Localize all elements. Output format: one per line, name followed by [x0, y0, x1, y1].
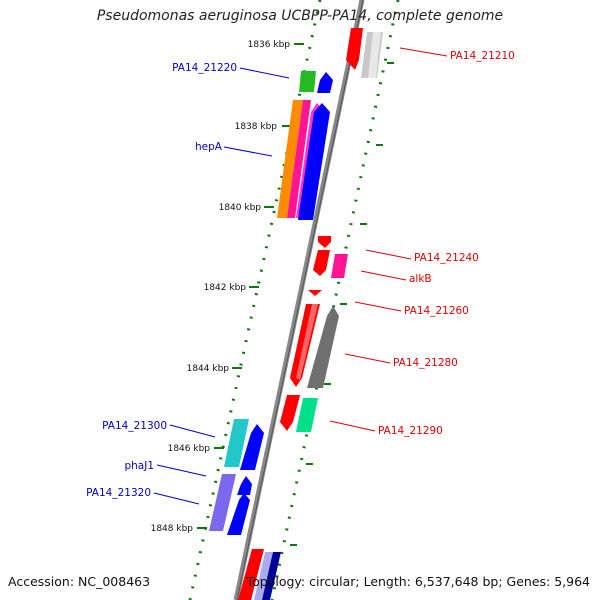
gene-label[interactable]: PA14_21210 [450, 50, 515, 62]
gene-arrow [331, 254, 348, 278]
topology-text: Topology: circular; Length: 6,537,648 bp… [246, 574, 590, 589]
genome-axis-shadow [236, 0, 364, 600]
gene-arrow [296, 398, 318, 432]
gene-arrow [299, 71, 316, 92]
gene-label[interactable]: PA14_21280 [393, 357, 458, 369]
accession-text: Accession: NC_008463 [8, 574, 151, 589]
gene-label[interactable]: phaJ1 [124, 460, 154, 472]
gene-arrow [313, 250, 330, 276]
leader-line [223, 146, 273, 157]
gene-arrow [209, 474, 236, 531]
gene-arrow [298, 103, 330, 220]
gene-arrow [254, 552, 273, 600]
gene-arrow [237, 476, 252, 495]
gene-arrow [224, 419, 249, 467]
gene-labels-left: PA14_21220 hepA PA14_21300 phaJ1 PA14_21… [86, 62, 237, 499]
gene-arrow [280, 395, 300, 431]
gene-arrow [368, 32, 381, 78]
gene-arrow [307, 306, 339, 388]
gene-arrow [227, 493, 250, 535]
scale-label: 1836 kbp [248, 40, 291, 50]
gene-arrow [317, 72, 333, 93]
leader-line [329, 420, 376, 432]
gene-features [209, 28, 383, 600]
gene-label[interactable]: hepA [195, 141, 223, 153]
gene-label[interactable]: PA14_21260 [404, 305, 469, 317]
genome-title: Pseudomonas aeruginosa UCBPP-PA14, compl… [96, 8, 504, 24]
gene-arrow [238, 549, 264, 600]
scale-ticks: 1836 kbp 1838 kbp 1840 kbp 1842 kbp 1844… [151, 40, 394, 546]
leader-line [354, 301, 402, 312]
gene-arrow [277, 100, 303, 218]
leader-line [344, 353, 391, 364]
leader-line [360, 270, 407, 281]
leader-line [399, 47, 448, 57]
gene-label[interactable]: PA14_21290 [378, 425, 443, 437]
scale-label: 1840 kbp [219, 203, 262, 213]
gene-labels-right: PA14_21210 PA14_21240 alkB PA14_21260 PA… [378, 50, 515, 437]
gene-arrow [287, 100, 311, 218]
scale-label: 1842 kbp [204, 283, 247, 293]
scale-label: 1838 kbp [235, 122, 278, 132]
gene-arrow [240, 424, 264, 470]
gene-label[interactable]: PA14_21240 [414, 252, 479, 264]
gene-label[interactable]: alkB [409, 273, 432, 285]
gene-arrow [296, 304, 318, 380]
gene-label[interactable]: PA14_21300 [102, 420, 167, 432]
label-leaders [153, 47, 448, 505]
leader-line [239, 67, 290, 79]
scale-label: 1844 kbp [187, 364, 230, 374]
gene-label[interactable]: PA14_21220 [172, 62, 237, 74]
scale-label: 1846 kbp [168, 444, 211, 454]
gene-arrow [346, 28, 363, 70]
scale-label: 1848 kbp [151, 524, 194, 534]
gene-arrow [318, 236, 331, 248]
gene-label[interactable]: PA14_21320 [86, 487, 151, 499]
outer-scale-ruler [270, 0, 400, 600]
leader-line [365, 249, 412, 260]
leader-line [153, 492, 200, 505]
leader-line [156, 464, 207, 477]
leader-line [169, 424, 216, 438]
gene-arrow [308, 290, 322, 296]
genome-axis [233, 0, 365, 600]
gene-arrow [262, 552, 281, 600]
